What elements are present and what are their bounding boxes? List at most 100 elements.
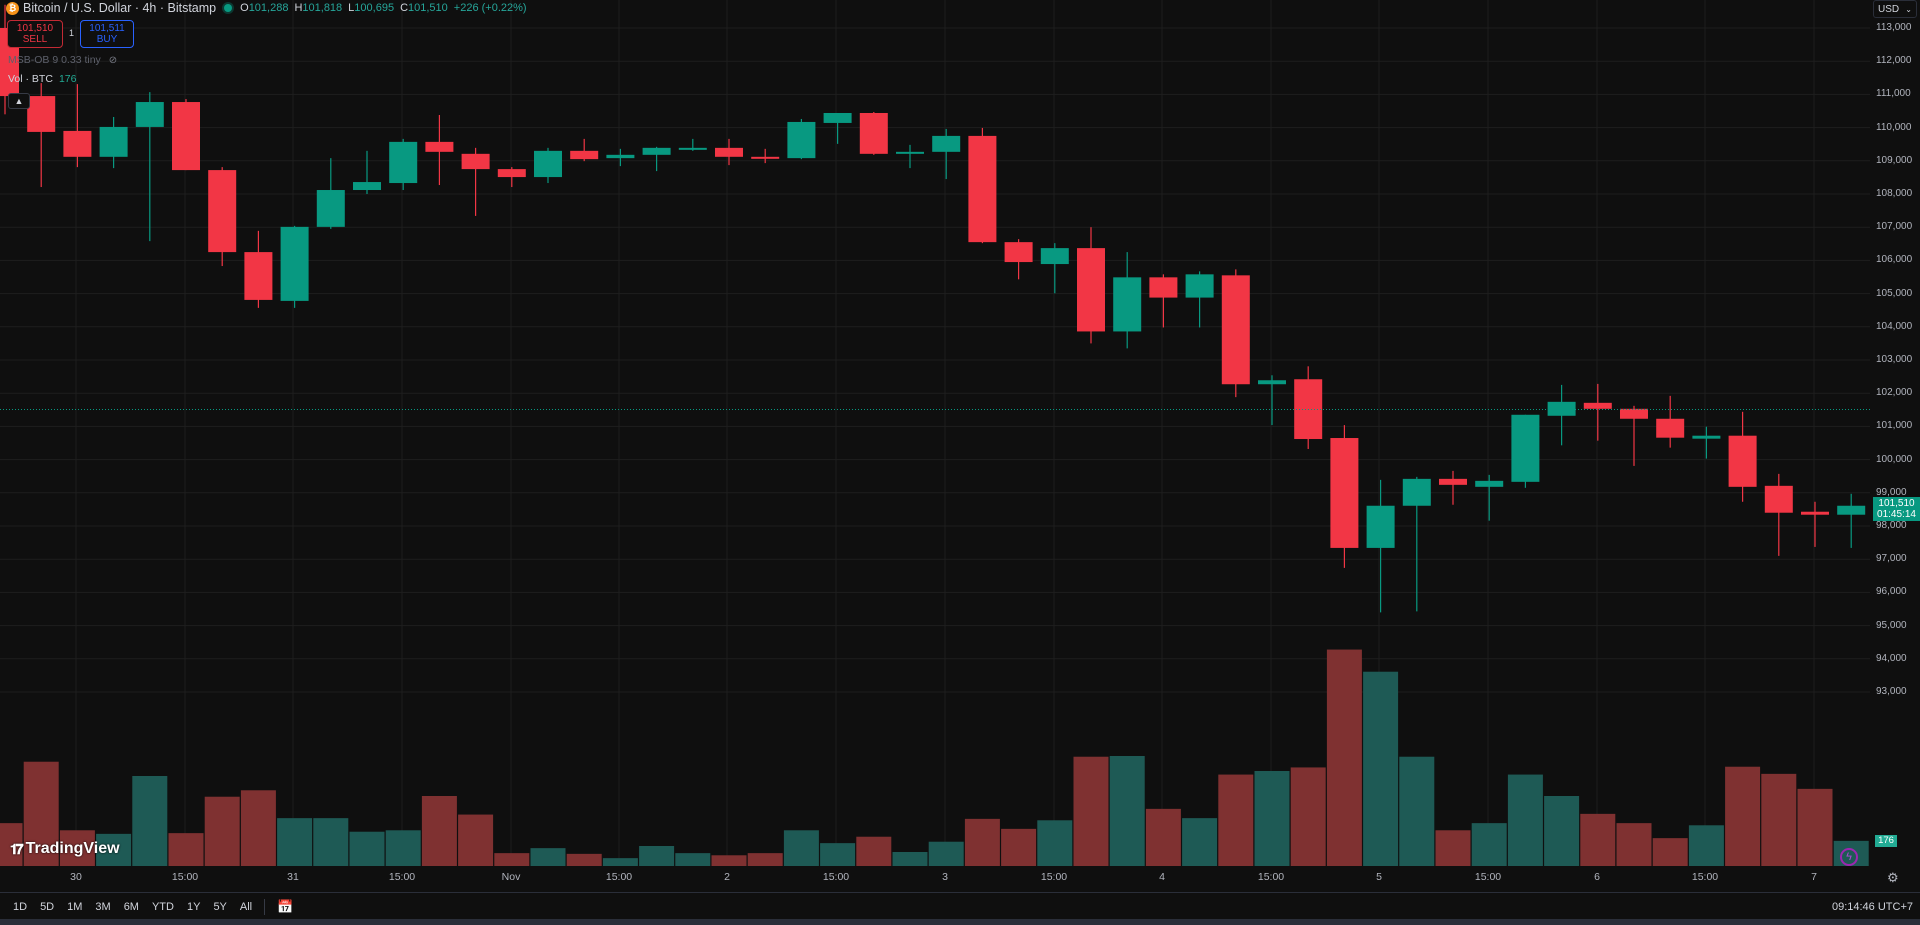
price-axis-label: 98,000 (1876, 520, 1907, 531)
tradingview-mark-icon: 𝟏𝟕 (10, 840, 24, 857)
candle (1040, 248, 1069, 265)
range-button-1m[interactable]: 1M (67, 900, 83, 913)
toolbar-divider (264, 898, 266, 915)
volume-bar (856, 836, 892, 866)
candle (1656, 418, 1685, 438)
price-axis-label: 100,000 (1876, 453, 1913, 465)
candle (1366, 505, 1395, 548)
volume-bar (132, 776, 168, 866)
indicator-msb-label: MSB-OB 9 0.33 tiny (8, 54, 101, 66)
tradingview-logo[interactable]: 𝟏𝟕 TradingView (10, 840, 120, 858)
buy-button[interactable]: 101,511 BUY (80, 20, 134, 48)
currency-label: USD (1878, 3, 1900, 15)
candle (135, 102, 164, 127)
range-button-3m[interactable]: 3M (95, 900, 111, 913)
time-axis-label: 15:00 (388, 871, 416, 883)
candle (172, 102, 200, 171)
volume-bar (1507, 774, 1543, 866)
settings-gear-icon[interactable]: ⚙ (1887, 870, 1899, 885)
range-button-6m[interactable]: 6M (123, 900, 139, 913)
candle (1221, 275, 1250, 385)
volume-bar (1073, 756, 1109, 866)
price-axis-label: 106,000 (1876, 254, 1913, 266)
candle (1258, 380, 1286, 385)
time-axis-label: 4 (1159, 871, 1165, 883)
eye-hidden-icon[interactable]: ⊘ (108, 54, 118, 66)
candle (1077, 248, 1105, 332)
price-axis-label: 101,000 (1876, 420, 1913, 432)
buy-price: 101,511 (89, 23, 125, 34)
time-axis-label: 15:00 (1691, 871, 1719, 883)
symbol-title[interactable]: Bitcoin / U.S. Dollar · 4h · Bitstamp (23, 1, 217, 15)
candle (1439, 478, 1467, 485)
range-button-all[interactable]: All (239, 900, 253, 913)
go-to-date-calendar-icon[interactable]: 📅 (277, 898, 294, 914)
range-button-ytd[interactable]: YTD (151, 900, 174, 913)
collapse-legend-button[interactable]: ▲ (8, 93, 30, 109)
sell-button[interactable]: 101,510 SELL (7, 20, 63, 48)
volume-bar (1652, 838, 1688, 866)
sell-label: SELL (22, 34, 48, 45)
ohlc-low: L100,695 (348, 2, 395, 14)
volume-bar (385, 830, 421, 866)
candle (787, 121, 816, 159)
volume-bar (1761, 773, 1797, 866)
candle (497, 169, 526, 178)
volume-bar (1145, 808, 1181, 866)
bottom-toolbar: 1D 5D 1M 3M 6M YTD 1Y 5Y All 📅 09:14:46 UTC+7 (0, 892, 1920, 920)
volume-bar (458, 814, 494, 866)
volume-bar (96, 833, 132, 866)
current-price: 101,510 (1878, 498, 1915, 509)
range-button-5d[interactable]: 5D (40, 900, 55, 913)
volume-label: Vol · BTC (8, 73, 53, 85)
candle (606, 154, 635, 159)
volume-bar (530, 848, 566, 866)
market-open-icon (224, 4, 233, 12)
price-axis-label: 97,000 (1876, 553, 1907, 565)
time-axis-label: 2 (724, 871, 730, 883)
candle (208, 170, 237, 253)
buy-label: BUY (96, 34, 118, 45)
volume-bar (1435, 830, 1471, 866)
timezone-clock[interactable]: 09:14:46 UTC+7 (1831, 900, 1913, 913)
currency-selector[interactable]: USD ⌄ (1873, 0, 1917, 18)
volume-bar (602, 858, 638, 866)
volume-tag: 176 (1875, 835, 1897, 847)
volume-bar (1290, 767, 1326, 866)
price-axis-label: 108,000 (1876, 188, 1913, 199)
range-button-5y[interactable]: 5Y (213, 900, 227, 913)
time-axis-label: 15:00 (1040, 871, 1068, 883)
volume-bar (313, 818, 349, 866)
time-axis[interactable]: 30 15:00 31 15:00 Nov 15:00 2 15:00 3 15:00 4 15:00… (0, 866, 1870, 891)
candle (244, 252, 273, 300)
order-quantity[interactable]: 1 (69, 28, 75, 38)
range-button-1y[interactable]: 1Y (186, 900, 201, 913)
range-button-1d[interactable]: 1D (13, 900, 28, 913)
volume-bar (1254, 771, 1290, 866)
volume-legend[interactable]: Vol · BTC 176 (8, 73, 76, 85)
price-axis-label: 104,000 (1876, 320, 1913, 332)
price-change: +226 (+0.22%) (453, 2, 527, 14)
candle (1004, 242, 1033, 263)
volume-bar (820, 843, 856, 866)
chevron-up-icon: ▲ (14, 96, 24, 106)
candle (570, 150, 599, 160)
symbol-legend[interactable]: ₿ Bitcoin / U.S. Dollar · 4h · Bitstamp … (6, 0, 527, 16)
price-axis-label: 111,000 (1876, 88, 1911, 100)
candle (642, 147, 671, 155)
volume-bar (1001, 828, 1037, 866)
volume-bar (964, 818, 1000, 866)
volume-bar (639, 846, 675, 866)
candle (353, 182, 381, 191)
volume-bar (1363, 671, 1399, 866)
volume-bar (1218, 774, 1254, 866)
volume-bar (277, 818, 313, 866)
lightning-icon[interactable]: ϟ (1840, 848, 1858, 866)
indicator-msb-ob[interactable]: MSB-OB 9 0.33 tiny ⊘ (8, 54, 117, 66)
volume-bar (1580, 813, 1616, 866)
time-axis-label: 15:00 (1257, 871, 1285, 883)
candle (968, 135, 997, 243)
volume-bar (1725, 766, 1761, 866)
volume-bar (1471, 823, 1507, 866)
